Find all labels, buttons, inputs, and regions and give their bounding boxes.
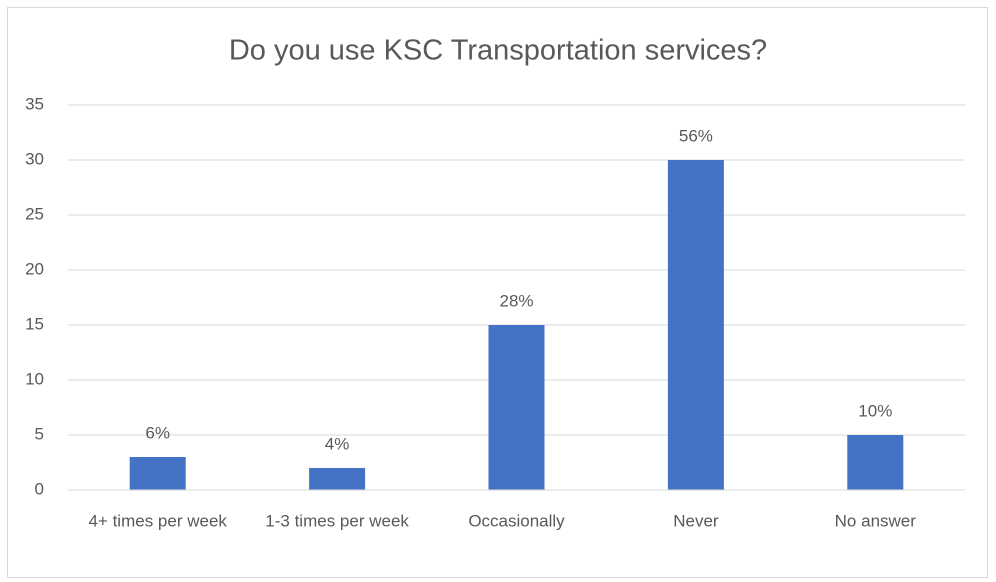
x-tick-label: Never bbox=[673, 511, 719, 530]
x-tick-label: Occasionally bbox=[468, 511, 565, 530]
y-tick-label: 25 bbox=[25, 204, 44, 223]
x-tick-label: 1-3 times per week bbox=[265, 511, 409, 530]
data-label: 10% bbox=[858, 401, 892, 420]
bar bbox=[309, 468, 366, 490]
y-tick-label: 0 bbox=[35, 479, 44, 498]
bar bbox=[488, 325, 545, 490]
x-tick-label: 4+ times per week bbox=[88, 511, 227, 530]
x-tick-label: No answer bbox=[835, 511, 917, 530]
chart-title: Do you use KSC Transportation services? bbox=[229, 35, 767, 67]
data-label: 6% bbox=[145, 423, 170, 442]
y-tick-label: 5 bbox=[35, 424, 44, 443]
y-tick-label: 10 bbox=[25, 369, 44, 388]
y-tick-label: 20 bbox=[25, 259, 44, 278]
y-tick-label: 15 bbox=[25, 314, 44, 333]
data-label: 4% bbox=[325, 434, 350, 453]
data-label: 28% bbox=[499, 291, 533, 310]
bar bbox=[129, 457, 186, 490]
bar bbox=[847, 435, 904, 490]
y-tick-label: 30 bbox=[25, 149, 44, 168]
y-tick-label: 35 bbox=[25, 94, 44, 113]
chart-border bbox=[7, 7, 988, 578]
data-label: 56% bbox=[679, 126, 713, 145]
bar bbox=[667, 160, 724, 490]
